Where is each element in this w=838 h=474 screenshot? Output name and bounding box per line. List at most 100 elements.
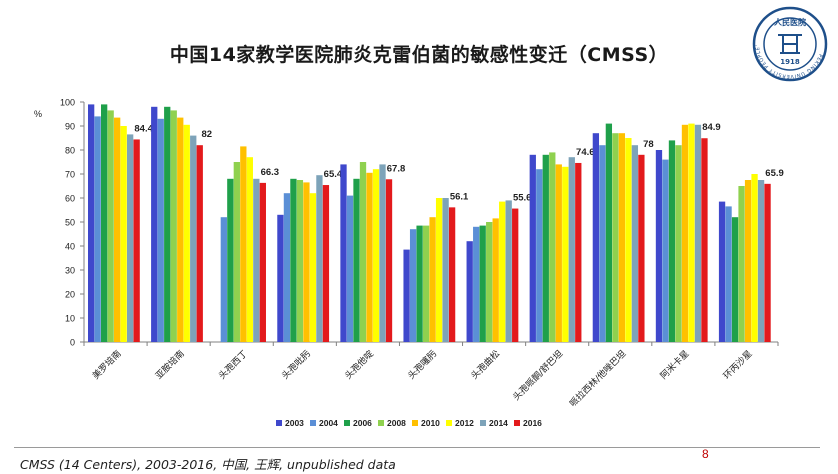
legend-swatch-2016 <box>514 420 520 426</box>
legend-label: 2010 <box>421 418 440 428</box>
bar-2006-7 <box>479 225 486 342</box>
bar-2008-10 <box>675 145 682 342</box>
bar-2004-4 <box>283 193 291 342</box>
legend-swatch-2010 <box>412 420 418 426</box>
bar-2010-3 <box>240 146 247 342</box>
bar-2003-6 <box>403 249 410 342</box>
bar-2016-8 <box>575 162 582 342</box>
bar-2014-11 <box>757 180 765 342</box>
data-label: 84.4 <box>134 123 153 134</box>
bar-2006-8 <box>542 154 549 342</box>
legend-swatch-2004 <box>310 420 316 426</box>
bar-2014-9 <box>631 145 639 342</box>
logo-inner-ring <box>763 17 817 71</box>
legend-label: 2004 <box>319 418 338 428</box>
bar-2008-5 <box>359 162 367 342</box>
bar-2008-7 <box>486 222 493 342</box>
bar-2008-1 <box>107 110 114 343</box>
category-label: 哌拉西林/他唑巴坦 <box>567 348 629 410</box>
bar-2014-5 <box>379 164 386 342</box>
y-tick-label: 80 <box>65 146 75 156</box>
legend-label: 2014 <box>489 418 508 428</box>
bar-2016-11 <box>764 183 771 342</box>
y-tick-label: 50 <box>65 218 75 228</box>
bar-2014-6 <box>442 198 449 342</box>
bar-2004-3 <box>220 217 227 342</box>
bar-2008-2 <box>170 110 177 343</box>
y-tick-label: 90 <box>65 122 75 132</box>
bar-2003-7 <box>466 241 473 342</box>
bar-2010-2 <box>177 117 184 342</box>
bar-2014-3 <box>253 178 260 342</box>
data-label: 74.6 <box>576 147 595 158</box>
data-label: 84.9 <box>702 122 721 133</box>
bar-2012-1 <box>120 126 127 342</box>
category-label: 头孢噻肟 <box>405 348 439 382</box>
bar-2006-3 <box>227 178 234 342</box>
legend-label: 2008 <box>387 418 406 428</box>
bar-2003-5 <box>340 164 347 342</box>
bar-2004-6 <box>409 229 417 342</box>
bar-2010-11 <box>744 180 752 342</box>
bar-2012-4 <box>309 193 317 342</box>
bar-2014-4 <box>316 175 323 342</box>
bar-2003-2 <box>151 106 158 342</box>
bar-2010-9 <box>618 133 626 342</box>
bar-2006-5 <box>353 178 360 342</box>
bar-2008-6 <box>422 225 430 342</box>
bar-2010-10 <box>681 124 689 342</box>
legend-label: 2006 <box>353 418 372 428</box>
bar-2010-5 <box>366 172 373 342</box>
bar-2014-10 <box>694 124 702 342</box>
bar-2008-3 <box>233 162 240 342</box>
bar-2014-7 <box>505 200 512 342</box>
bar-2006-1 <box>101 104 108 343</box>
category-label: 环丙沙星 <box>721 348 754 381</box>
bar-2012-9 <box>625 138 632 342</box>
legend-swatch-2006 <box>344 420 350 426</box>
legend-swatch-2014 <box>480 420 486 426</box>
bar-2012-3 <box>246 157 253 342</box>
bar-2004-10 <box>662 159 669 342</box>
data-label: 56.1 <box>450 191 469 202</box>
data-label: 78 <box>643 139 654 150</box>
bar-2016-1 <box>133 139 140 342</box>
bar-2008-8 <box>549 152 556 342</box>
bar-2016-6 <box>448 207 456 342</box>
data-label: 82 <box>201 129 212 140</box>
data-label: 65.4 <box>324 169 343 180</box>
y-tick-label: 20 <box>65 290 75 300</box>
bar-2003-11 <box>718 201 726 342</box>
bar-2012-8 <box>562 166 569 342</box>
bar-2010-4 <box>303 182 310 342</box>
bar-2010-8 <box>555 164 562 342</box>
bar-2006-2 <box>164 106 171 342</box>
logo-cross-emblem <box>778 34 802 54</box>
bar-2003-1 <box>88 104 95 343</box>
bar-2004-9 <box>599 145 606 342</box>
category-label: 头孢他啶 <box>342 348 376 382</box>
bar-2003-9 <box>592 133 600 342</box>
bar-2012-7 <box>499 201 506 342</box>
data-label: 66.3 <box>261 167 280 178</box>
page-number: 8 <box>702 447 709 461</box>
y-tick-label: 70 <box>65 170 75 180</box>
legend-label: 2012 <box>455 418 474 428</box>
bar-2010-7 <box>492 218 499 342</box>
bar-2006-9 <box>605 123 613 342</box>
data-label: 65.9 <box>765 168 784 179</box>
y-tick-label: 30 <box>65 266 75 276</box>
category-label: 头孢哌酮/舒巴坦 <box>510 348 565 403</box>
bar-2008-9 <box>612 133 619 342</box>
bar-2016-10 <box>701 138 708 342</box>
bar-2012-10 <box>688 123 695 342</box>
bar-2016-3 <box>259 182 266 342</box>
logo-outer-ring <box>752 6 828 82</box>
bar-2003-4 <box>277 214 284 342</box>
bar-2010-1 <box>114 117 121 342</box>
legend-swatch-2012 <box>446 420 452 426</box>
bar-2003-10 <box>655 150 663 342</box>
bar-2004-8 <box>536 169 543 342</box>
bar-2006-11 <box>731 217 739 342</box>
data-label: 67.8 <box>387 163 406 174</box>
